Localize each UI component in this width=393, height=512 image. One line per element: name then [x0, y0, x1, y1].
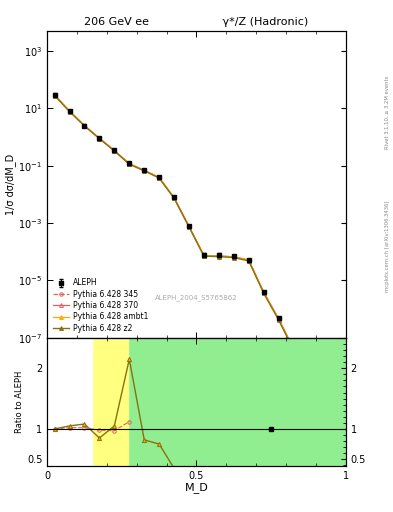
- Pythia 6.428 370: [52, 92, 57, 98]
- Pythia 6.428 345: [231, 254, 236, 260]
- Pythia 6.428 z2: [261, 290, 266, 296]
- Pythia 6.428 370: [187, 223, 191, 229]
- Pythia 6.428 ambt1: [306, 378, 311, 385]
- Pythia 6.428 370: [82, 122, 87, 129]
- Text: mcplots.cern.ch [arXiv:1306.3436]: mcplots.cern.ch [arXiv:1306.3436]: [385, 200, 390, 291]
- Pythia 6.428 ambt1: [231, 254, 236, 260]
- Pythia 6.428 345: [127, 161, 132, 167]
- Pythia 6.428 345: [52, 92, 57, 98]
- Pythia 6.428 370: [97, 135, 102, 141]
- Pythia 6.428 z2: [231, 254, 236, 261]
- Pythia 6.428 ambt1: [261, 289, 266, 295]
- Pythia 6.428 z2: [291, 347, 296, 353]
- Pythia 6.428 ambt1: [217, 253, 221, 259]
- Pythia 6.428 345: [142, 167, 147, 174]
- Pythia 6.428 370: [157, 174, 162, 180]
- Pythia 6.428 345: [97, 136, 102, 142]
- Pythia 6.428 ambt1: [157, 175, 162, 181]
- Pythia 6.428 370: [127, 160, 132, 166]
- Pythia 6.428 370: [142, 167, 147, 174]
- Pythia 6.428 370: [67, 108, 72, 114]
- Pythia 6.428 345: [202, 253, 206, 259]
- Y-axis label: 1/σ dσ/dM_D: 1/σ dσ/dM_D: [5, 154, 16, 215]
- Pythia 6.428 ambt1: [276, 316, 281, 322]
- Legend: ALEPH, Pythia 6.428 345, Pythia 6.428 370, Pythia 6.428 ambt1, Pythia 6.428 z2: ALEPH, Pythia 6.428 345, Pythia 6.428 37…: [51, 277, 150, 334]
- Pythia 6.428 370: [217, 253, 221, 259]
- Pythia 6.428 ambt1: [142, 167, 147, 174]
- Pythia 6.428 370: [291, 346, 296, 352]
- Line: Pythia 6.428 345: Pythia 6.428 345: [53, 94, 310, 383]
- Pythia 6.428 ambt1: [291, 346, 296, 352]
- Pythia 6.428 ambt1: [127, 161, 132, 167]
- Line: Pythia 6.428 z2: Pythia 6.428 z2: [53, 94, 310, 385]
- Pythia 6.428 345: [187, 224, 191, 230]
- Pythia 6.428 z2: [142, 168, 147, 174]
- Pythia 6.428 345: [261, 289, 266, 295]
- Pythia 6.428 ambt1: [97, 135, 102, 141]
- Pythia 6.428 z2: [276, 317, 281, 323]
- Pythia 6.428 ambt1: [187, 223, 191, 229]
- Pythia 6.428 z2: [82, 123, 87, 129]
- Pythia 6.428 ambt1: [246, 257, 251, 263]
- Pythia 6.428 370: [246, 257, 251, 263]
- Line: Pythia 6.428 370: Pythia 6.428 370: [53, 93, 310, 383]
- Pythia 6.428 z2: [157, 175, 162, 181]
- Pythia 6.428 ambt1: [112, 147, 117, 154]
- Pythia 6.428 z2: [217, 253, 221, 260]
- Text: ALEPH_2004_S5765862: ALEPH_2004_S5765862: [155, 294, 238, 301]
- Pythia 6.428 370: [172, 195, 176, 201]
- Pythia 6.428 345: [291, 346, 296, 352]
- Line: Pythia 6.428 ambt1: Pythia 6.428 ambt1: [53, 93, 310, 383]
- Pythia 6.428 345: [157, 175, 162, 181]
- Pythia 6.428 345: [67, 108, 72, 114]
- Pythia 6.428 370: [261, 289, 266, 295]
- Pythia 6.428 z2: [202, 253, 206, 259]
- Pythia 6.428 ambt1: [67, 108, 72, 114]
- Pythia 6.428 345: [217, 253, 221, 259]
- Title: 206 GeV ee                     γ*/Z (Hadronic): 206 GeV ee γ*/Z (Hadronic): [84, 17, 309, 27]
- Pythia 6.428 345: [276, 316, 281, 322]
- Pythia 6.428 345: [306, 378, 311, 385]
- Pythia 6.428 ambt1: [82, 122, 87, 129]
- Pythia 6.428 ambt1: [202, 252, 206, 259]
- Pythia 6.428 345: [172, 195, 176, 201]
- Pythia 6.428 z2: [97, 136, 102, 142]
- Pythia 6.428 345: [112, 147, 117, 154]
- X-axis label: M_D: M_D: [185, 482, 208, 493]
- Pythia 6.428 345: [246, 258, 251, 264]
- Y-axis label: Ratio to ALEPH: Ratio to ALEPH: [15, 371, 24, 433]
- Pythia 6.428 370: [202, 252, 206, 259]
- Pythia 6.428 z2: [112, 148, 117, 154]
- Pythia 6.428 370: [306, 378, 311, 384]
- Pythia 6.428 z2: [306, 379, 311, 386]
- Pythia 6.428 z2: [187, 224, 191, 230]
- Pythia 6.428 ambt1: [52, 92, 57, 98]
- Pythia 6.428 370: [112, 147, 117, 154]
- Pythia 6.428 345: [82, 123, 87, 129]
- Text: Rivet 3.1.10, ≥ 3.2M events: Rivet 3.1.10, ≥ 3.2M events: [385, 76, 390, 150]
- Pythia 6.428 z2: [127, 161, 132, 167]
- Pythia 6.428 370: [231, 254, 236, 260]
- Pythia 6.428 z2: [67, 109, 72, 115]
- Pythia 6.428 z2: [52, 93, 57, 99]
- Pythia 6.428 z2: [172, 195, 176, 201]
- Pythia 6.428 z2: [246, 258, 251, 264]
- Pythia 6.428 ambt1: [172, 195, 176, 201]
- Pythia 6.428 370: [276, 315, 281, 322]
